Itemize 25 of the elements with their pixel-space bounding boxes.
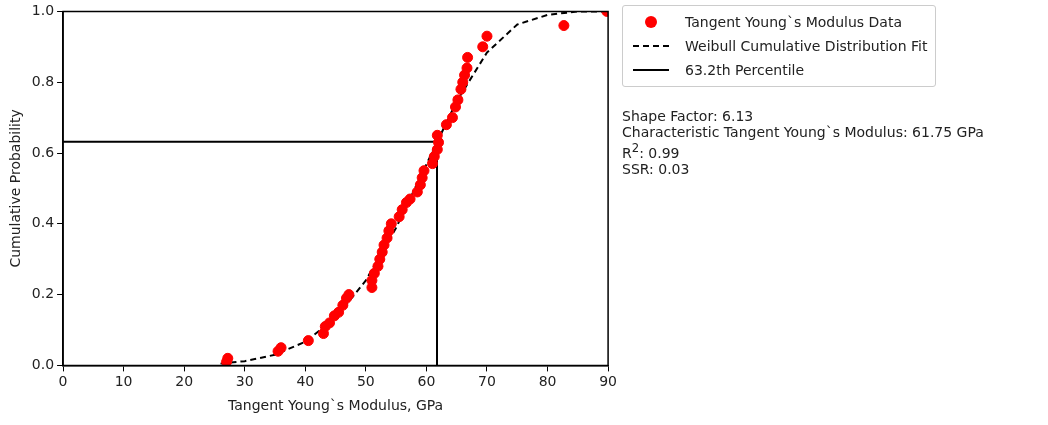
x-tick-label: 70 (478, 373, 496, 390)
y-axis-title: Cumulative Probability (7, 109, 24, 268)
x-tick-label: 50 (356, 373, 375, 390)
text: SSR: 0.03 (622, 160, 691, 177)
y-tick-label: 0.4 (31, 214, 55, 231)
x-axis-title: Tangent Young`s Modulus, GPa (226, 397, 444, 414)
text: R$^{2}$: 0.99 (622, 140, 681, 161)
legend-label: Weibull Cumulative Distribution Fit (685, 38, 928, 54)
x-tick-label: 0 (58, 373, 68, 390)
x-tick-label: 30 (235, 373, 254, 390)
y-tick-label: 0.6 (31, 143, 55, 160)
y-tick-label: 0.2 (31, 285, 55, 302)
x-tick-label: 90 (599, 373, 618, 390)
legend-label: Tangent Young`s Modulus Data (685, 14, 902, 30)
legend-label: 63.2th Percentile (685, 62, 805, 78)
x-tick-label: 80 (538, 373, 557, 390)
x-tick-label: 60 (417, 373, 436, 390)
x-tick-label: 40 (296, 373, 315, 390)
y-tick-label: 0.0 (31, 356, 55, 373)
x-tick-label: 10 (114, 373, 133, 390)
y-tick-label: 1.0 (31, 2, 55, 19)
text: Characteristic Tangent Young`s Modulus: 61.75 GPa (622, 124, 984, 140)
x-tick-label: 20 (175, 373, 194, 390)
y-tick-label: 0.8 (31, 72, 55, 89)
text: Shape Factor: 6.13 (622, 108, 755, 124)
